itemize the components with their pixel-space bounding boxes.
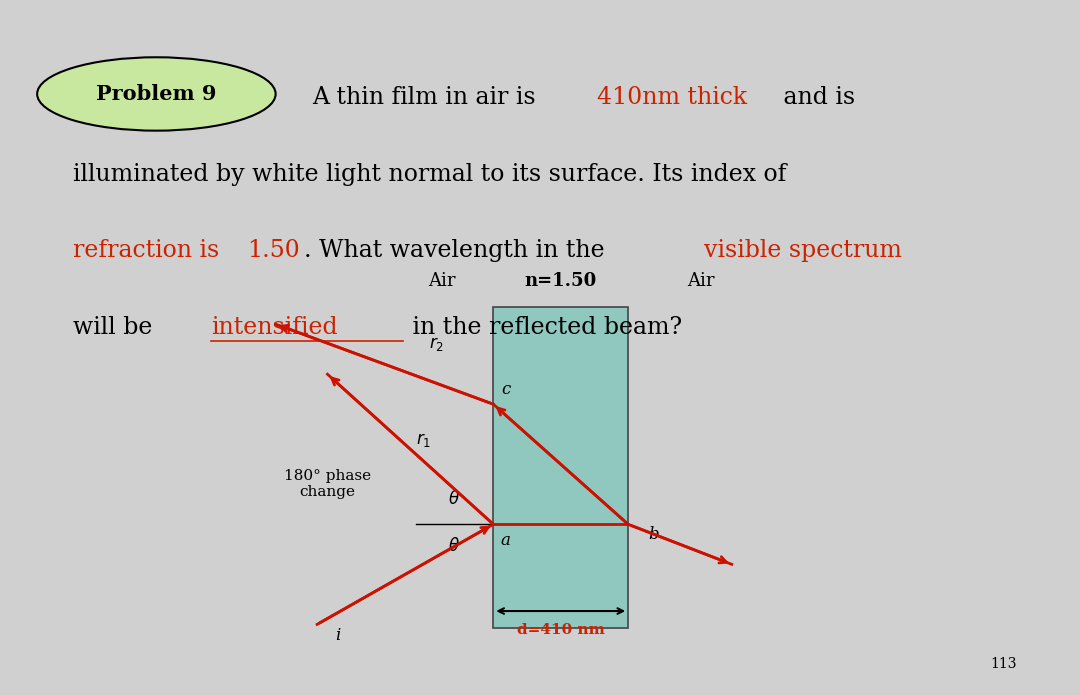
Text: n=1.50: n=1.50: [525, 272, 597, 290]
Text: b: b: [649, 526, 660, 543]
Text: visible spectrum: visible spectrum: [704, 239, 902, 262]
Text: 1.50: 1.50: [247, 239, 300, 262]
Text: and is: and is: [777, 85, 855, 109]
Text: $\theta$: $\theta$: [448, 537, 460, 555]
Text: $r_2$: $r_2$: [429, 335, 444, 353]
Text: refraction is: refraction is: [73, 239, 227, 262]
Text: i: i: [335, 627, 340, 644]
Bar: [494, 307, 629, 628]
Text: c: c: [501, 381, 511, 398]
Text: 410nm thick: 410nm thick: [597, 85, 747, 109]
Text: d=410 nm: d=410 nm: [517, 623, 605, 637]
Text: A thin film in air is: A thin film in air is: [312, 85, 543, 109]
Text: intensified: intensified: [212, 316, 338, 339]
Text: Air: Air: [687, 272, 715, 290]
Text: a: a: [501, 532, 511, 550]
Ellipse shape: [37, 57, 275, 131]
Text: will be: will be: [73, 316, 160, 339]
Text: illuminated by white light normal to its surface. Its index of: illuminated by white light normal to its…: [73, 163, 787, 186]
Text: $r_1$: $r_1$: [416, 431, 432, 448]
Text: in the reflected beam?: in the reflected beam?: [405, 316, 683, 339]
Text: Air: Air: [428, 272, 456, 290]
Text: 180° phase
change: 180° phase change: [284, 469, 372, 500]
Text: . What wavelength in the: . What wavelength in the: [303, 239, 611, 262]
Text: Problem 9: Problem 9: [96, 84, 217, 104]
Text: $\theta$: $\theta$: [448, 490, 460, 508]
Text: 113: 113: [990, 657, 1017, 671]
